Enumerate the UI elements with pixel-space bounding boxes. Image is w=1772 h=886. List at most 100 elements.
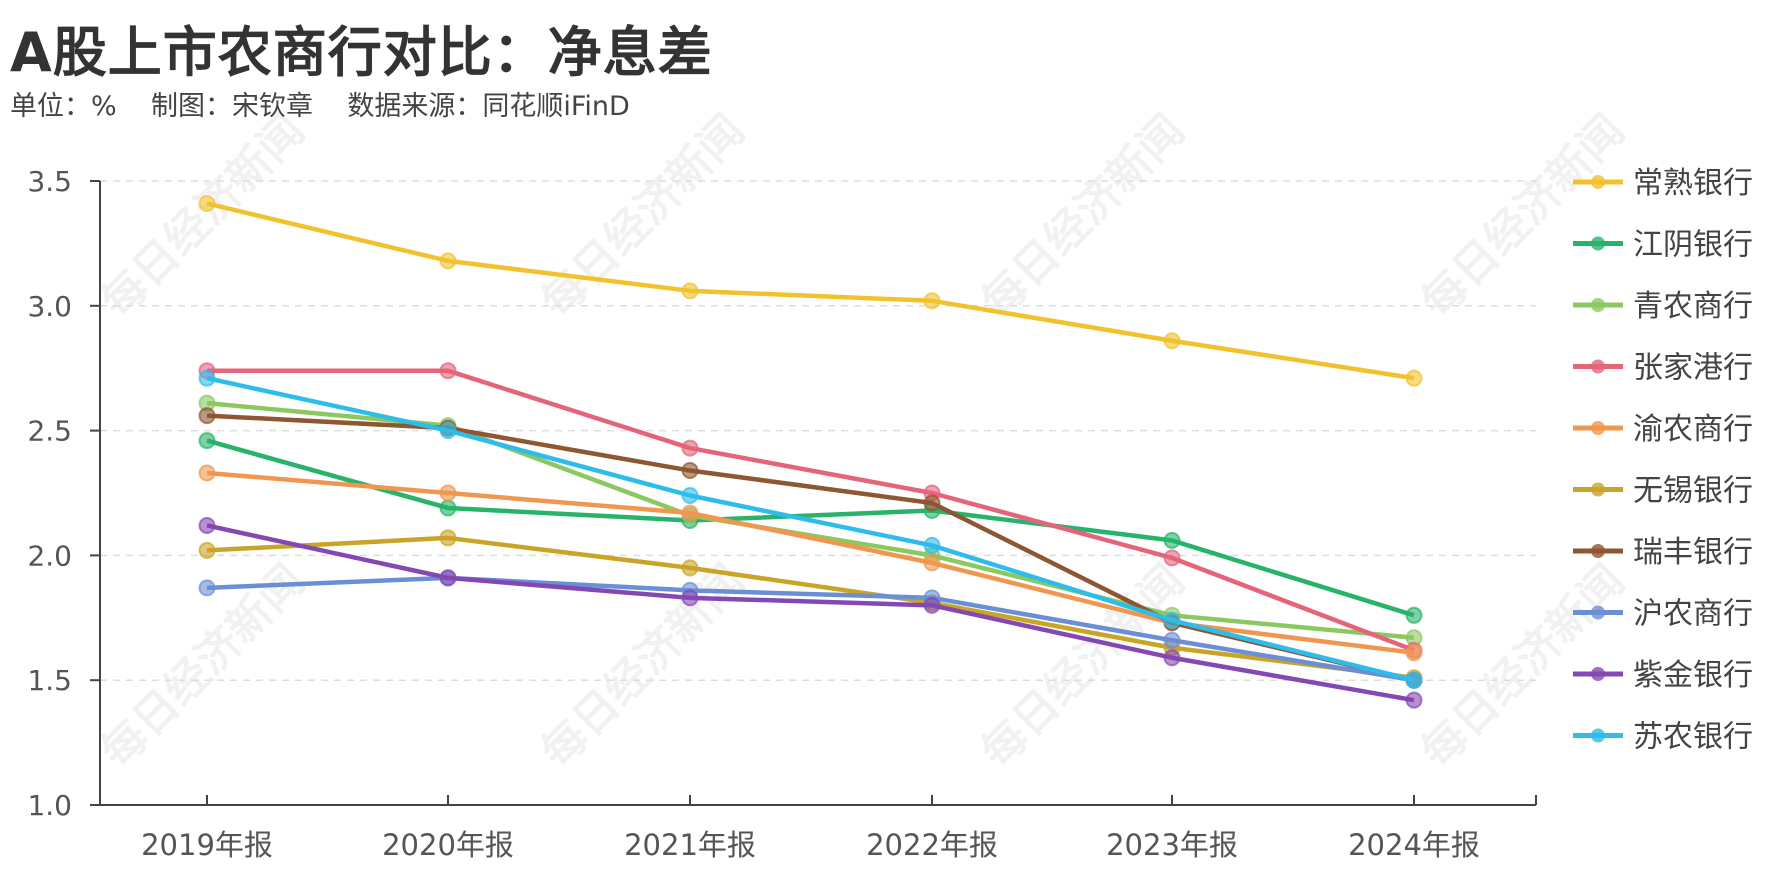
- series-line: [206, 201, 1415, 381]
- chart-title: A股上市农商行对比：净息差: [10, 21, 713, 84]
- data-point: [439, 484, 457, 502]
- data-point: [681, 462, 699, 480]
- legend-marker: [1591, 236, 1605, 251]
- data-point: [198, 516, 216, 534]
- data-point: [1405, 644, 1423, 662]
- legend-label: 青农商行: [1633, 289, 1753, 324]
- series-6: [198, 529, 1423, 687]
- legend-item: 青农商行: [1573, 289, 1753, 324]
- data-point: [681, 282, 699, 300]
- legend-item: 瑞丰银行: [1573, 535, 1753, 570]
- series-line: [206, 523, 1415, 703]
- data-point: [681, 559, 699, 577]
- data-point: [1405, 691, 1423, 709]
- data-point: [439, 362, 457, 380]
- data-point: [1163, 549, 1181, 567]
- series-line: [206, 575, 1415, 683]
- legend-label: 无锡银行: [1633, 474, 1753, 509]
- legend-label: 瑞丰银行: [1633, 535, 1753, 570]
- watermark-text: 每日经济新闻: [972, 105, 1195, 328]
- data-point: [439, 252, 457, 270]
- legend-item: 沪农商行: [1573, 597, 1753, 632]
- data-point: [439, 499, 457, 517]
- x-tick-label: 2020年报: [382, 828, 514, 862]
- data-point: [923, 292, 941, 310]
- data-point: [681, 439, 699, 457]
- legend-marker: [1591, 298, 1605, 312]
- data-point: [1405, 671, 1423, 689]
- legend-item: 无锡银行: [1573, 474, 1753, 509]
- data-point: [439, 529, 457, 547]
- data-point: [1163, 649, 1181, 667]
- series-9: [198, 516, 1423, 709]
- watermark-text: 每日经济新闻: [532, 105, 755, 328]
- series-line: [207, 368, 1415, 653]
- legend-marker: [1591, 544, 1605, 558]
- series-10: [198, 369, 1423, 689]
- legend-label: 渝农商行: [1633, 412, 1753, 447]
- data-point: [923, 596, 941, 614]
- legend-item: 苏农银行: [1573, 720, 1753, 755]
- watermark-text: 每日经济新闻: [1412, 105, 1635, 328]
- legend-marker: [1591, 667, 1605, 681]
- legend-label: 苏农银行: [1633, 720, 1753, 755]
- data-point: [439, 569, 457, 587]
- data-point: [1405, 606, 1423, 624]
- y-tick-label: 1.0: [27, 789, 72, 822]
- data-point: [1163, 611, 1181, 629]
- data-point: [923, 554, 941, 572]
- legend-marker: [1591, 728, 1605, 743]
- data-point: [198, 464, 216, 482]
- legend-item: 常熟银行: [1573, 166, 1753, 201]
- legend-marker: [1591, 482, 1605, 497]
- legend-label: 紫金银行: [1633, 658, 1753, 693]
- legend-label: 江阴银行: [1633, 228, 1753, 263]
- data-point: [1163, 531, 1181, 549]
- data-point: [198, 194, 216, 212]
- x-tick-label: 2021年报: [624, 828, 756, 862]
- legend-item: 渝农商行: [1573, 412, 1753, 447]
- legend-item: 紫金银行: [1573, 658, 1753, 693]
- series-line: [206, 470, 1415, 655]
- data-point: [439, 422, 457, 440]
- y-tick-label: 1.5: [27, 664, 72, 697]
- watermark-text: 每日经济新闻: [1412, 555, 1635, 778]
- data-point: [1405, 369, 1423, 387]
- x-tick-label: 2024年报: [1348, 828, 1480, 862]
- data-point: [198, 432, 216, 450]
- legend-item: 张家港行: [1573, 351, 1753, 386]
- series-1: [198, 194, 1423, 387]
- series-line: [206, 413, 1415, 683]
- legend-marker: [1591, 175, 1605, 189]
- data-point: [923, 536, 941, 554]
- series-5: [198, 464, 1423, 662]
- data-point: [923, 494, 941, 512]
- legend-label: 张家港行: [1633, 351, 1753, 386]
- y-tick-label: 2.5: [27, 415, 72, 448]
- chart-subtitle: 单位：% 制图：宋钦章 数据来源：同花顺iFinD: [10, 91, 630, 122]
- data-point: [1163, 631, 1181, 649]
- legend-marker: [1591, 605, 1605, 620]
- series-line: [206, 375, 1415, 683]
- y-tick-label: 3.0: [27, 290, 72, 323]
- series-7: [198, 407, 1423, 689]
- watermark-text: 每日经济新闻: [972, 555, 1195, 778]
- legend-marker: [1591, 359, 1605, 374]
- data-point: [681, 589, 699, 607]
- data-point: [198, 369, 216, 387]
- legend-label: 沪农商行: [1633, 597, 1753, 632]
- data-point: [681, 504, 699, 522]
- data-point: [1163, 332, 1181, 350]
- watermark-text: 每日经济新闻: [92, 105, 315, 328]
- series-4: [198, 362, 1423, 659]
- data-point: [198, 541, 216, 559]
- data-point: [681, 486, 699, 504]
- series-line: [206, 535, 1415, 680]
- y-tick-label: 3.5: [27, 165, 72, 198]
- data-point: [198, 579, 216, 597]
- legend-item: 江阴银行: [1573, 228, 1753, 263]
- x-tick-label: 2022年报: [866, 828, 998, 862]
- series-line: [206, 438, 1415, 618]
- x-tick-label: 2023年报: [1106, 828, 1238, 862]
